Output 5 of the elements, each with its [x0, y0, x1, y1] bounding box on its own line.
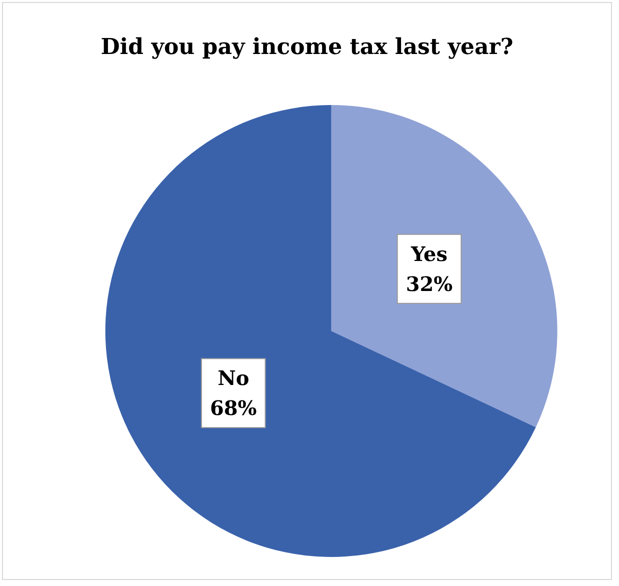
data-label: 32% — [406, 272, 453, 296]
data-label: 68% — [210, 396, 257, 420]
slice-label: No — [218, 366, 250, 390]
slice-label: Yes — [410, 242, 448, 266]
chart-title: Did you pay income tax last year? — [100, 34, 514, 60]
